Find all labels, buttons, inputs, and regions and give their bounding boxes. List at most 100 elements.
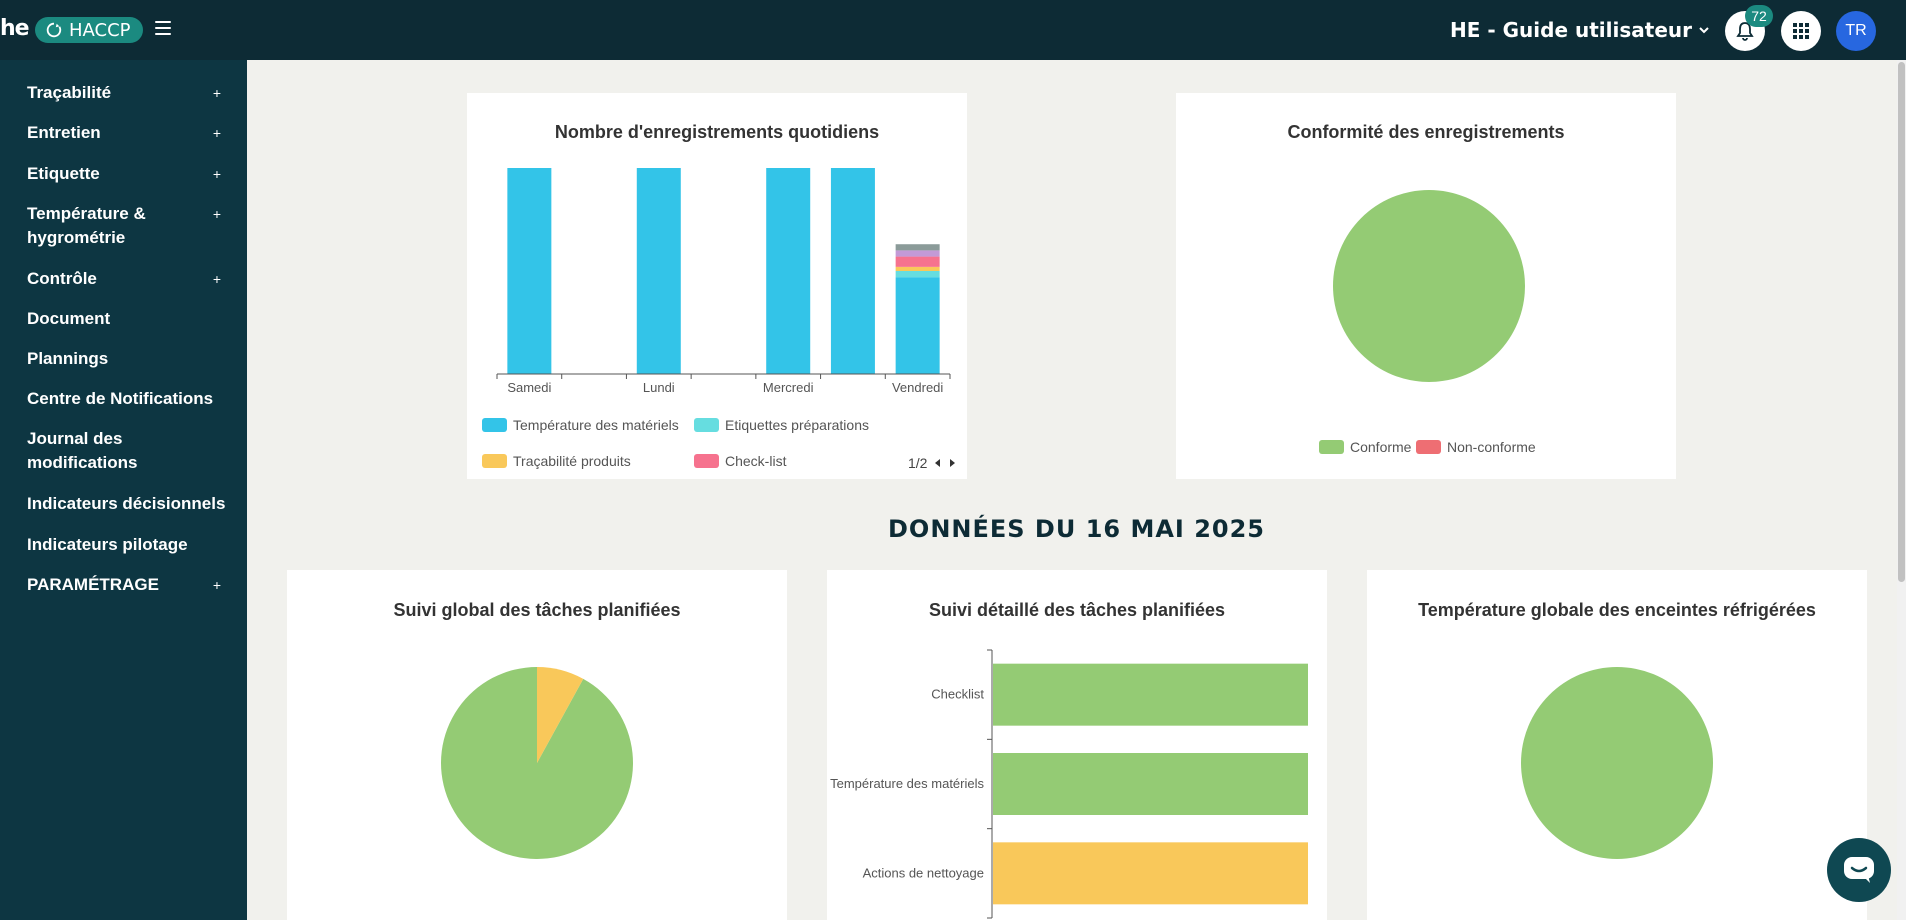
- legend-label: Non-conforme: [1447, 439, 1536, 455]
- chart-title: Conformité des enregistrements: [1287, 122, 1565, 142]
- app-badge[interactable]: HACCP: [35, 17, 143, 43]
- legend-label: Conforme: [1350, 439, 1412, 455]
- bar-segment: [895, 256, 940, 267]
- bar-segment: [830, 168, 875, 374]
- sidebar-item-indicateurs-pilotage[interactable]: Indicateurs pilotage: [27, 533, 227, 557]
- bar: [993, 663, 1308, 726]
- sidebar-item-label: Contrôle: [27, 269, 97, 288]
- bar-segment: [507, 168, 552, 374]
- legend-item[interactable]: Check-list: [694, 453, 786, 469]
- daily-records-chart: Samedi Lundi Mercredi Vendredi: [496, 168, 951, 395]
- sidebar-item-label: Indicateurs décisionnels: [27, 494, 226, 513]
- legend-item[interactable]: Température des matériels: [482, 417, 679, 433]
- legend-label: Check-list: [725, 453, 787, 469]
- chat-bubble-icon: [1844, 857, 1874, 883]
- chart-title: Nombre d'enregistrements quotidiens: [554, 122, 880, 142]
- legend-item[interactable]: Conforme: [1319, 439, 1411, 455]
- global-tasks-pie-chart: [441, 667, 633, 859]
- sidebar-item-etiquette[interactable]: Etiquette +: [27, 162, 227, 186]
- menu-toggle-icon[interactable]: [155, 21, 171, 39]
- legend-item[interactable]: Non-conforme: [1416, 439, 1536, 455]
- sidebar-item-label: Centre de Notifications: [27, 389, 214, 408]
- expand-icon: +: [212, 577, 221, 593]
- pie-slice: [1521, 667, 1713, 859]
- legend-page-indicator: 1/2: [908, 455, 928, 471]
- sidebar-item-notifications[interactable]: Centre de Notifications: [27, 387, 227, 411]
- legend-swatch: [482, 454, 507, 468]
- sidebar-item-indicateurs-decisionnels[interactable]: Indicateurs décisionnels: [27, 492, 227, 516]
- expand-icon: +: [212, 271, 221, 287]
- global-tasks-card: Suivi global des tâches planifiées: [287, 570, 787, 920]
- workspace-name: HE - Guide utilisateur: [1450, 18, 1692, 42]
- sidebar-item-label: Etiquette: [27, 164, 100, 183]
- sidebar-item-controle[interactable]: Contrôle +: [27, 267, 227, 291]
- detailed-tasks-bar-chart: Checklist Température des matériels Action…: [830, 649, 1308, 919]
- pie-slice: [1333, 190, 1525, 382]
- page-scrollbar[interactable]: [1897, 60, 1906, 920]
- scrollbar-thumb[interactable]: [1898, 62, 1905, 582]
- bar-segment: [895, 277, 940, 374]
- y-tick-label: Checklist: [931, 687, 984, 702]
- chart-title: Suivi global des tâches planifiées: [393, 600, 681, 620]
- sidebar-item-entretien[interactable]: Entretien +: [27, 121, 227, 145]
- legend-swatch: [1416, 440, 1441, 454]
- bar-segment: [895, 244, 940, 251]
- section-title: DONNÉES DU 16 MAI 2025: [888, 515, 1265, 543]
- user-avatar[interactable]: TR: [1836, 11, 1876, 51]
- chart-title: Suivi détaillé des tâches planifiées: [928, 600, 1226, 620]
- sidebar-item-tracabilite[interactable]: Traçabilité +: [27, 81, 227, 105]
- sidebar: Traçabilité + Entretien + Etiquette + Tempé…: [0, 60, 247, 920]
- sidebar-item-plannings[interactable]: Plannings: [27, 347, 227, 371]
- sidebar-item-parametrage[interactable]: PARAMÉTRAGE +: [27, 573, 227, 597]
- app-name: HACCP: [69, 19, 131, 41]
- legend-item[interactable]: Traçabilité produits: [482, 453, 631, 469]
- fridge-temperature-card: Température globale des enceintes réfrig…: [1367, 570, 1867, 920]
- x-tick-label: Lundi: [643, 380, 675, 395]
- legend-swatch: [482, 418, 507, 432]
- x-tick-label: Samedi: [507, 380, 551, 395]
- sidebar-item-label: Entretien: [27, 123, 101, 142]
- x-tick-label: Vendredi: [892, 380, 943, 395]
- notification-count-badge: 72: [1745, 5, 1773, 27]
- sidebar-item-label: Température & hygrométrie: [27, 204, 146, 247]
- sidebar-item-document[interactable]: Document: [27, 307, 227, 331]
- bar: [993, 753, 1308, 815]
- chevron-down-icon: [1699, 27, 1709, 34]
- expand-icon: +: [212, 166, 221, 182]
- x-tick-label: Mercredi: [763, 380, 814, 395]
- bar-segment: [636, 168, 681, 374]
- sidebar-item-label: Traçabilité: [27, 83, 112, 102]
- chat-button[interactable]: [1827, 838, 1891, 902]
- conformity-pie-chart: [1333, 190, 1525, 382]
- fridge-temperature-pie-chart: [1521, 667, 1713, 859]
- sidebar-item-label: Indicateurs pilotage: [27, 535, 188, 554]
- top-bar: he HACCP HE - Guide utilisateur 72 TR: [0, 0, 1906, 60]
- bar: [993, 842, 1308, 905]
- brand-logo[interactable]: he: [0, 16, 30, 41]
- legend-label: Température des matériels: [513, 417, 679, 433]
- legend-item[interactable]: Etiquettes préparations: [694, 417, 869, 433]
- legend-label: Etiquettes préparations: [725, 417, 869, 433]
- caret-left-icon[interactable]: [931, 457, 945, 469]
- bar-segment: [895, 271, 940, 278]
- sidebar-item-journal[interactable]: Journal des modifications: [27, 427, 227, 475]
- sidebar-item-temperature[interactable]: Température & hygrométrie +: [27, 202, 227, 250]
- y-tick-label: Actions de nettoyage: [863, 865, 984, 880]
- detailed-tasks-card: Suivi détaillé des tâches planifiées Che…: [827, 570, 1327, 920]
- recycle-icon: [46, 22, 62, 38]
- legend-swatch: [1319, 440, 1344, 454]
- y-tick-label: Température des matériels: [830, 776, 984, 791]
- legend-pager: 1/2: [908, 455, 959, 471]
- sidebar-item-label: Plannings: [27, 349, 109, 368]
- workspace-selector[interactable]: HE - Guide utilisateur: [1450, 18, 1710, 42]
- apps-button[interactable]: [1781, 11, 1821, 51]
- conformity-card: Conformité des enregistrements Conforme …: [1176, 93, 1676, 479]
- sidebar-item-label: PARAMÉTRAGE: [27, 575, 159, 594]
- bar-segment: [895, 266, 940, 271]
- caret-right-icon[interactable]: [945, 457, 959, 469]
- pie-slice: [537, 667, 584, 763]
- sidebar-item-label: Document: [27, 309, 111, 328]
- legend-swatch: [694, 418, 719, 432]
- chart-title: Température globale des enceintes réfrig…: [1418, 600, 1816, 620]
- expand-icon: +: [212, 85, 221, 101]
